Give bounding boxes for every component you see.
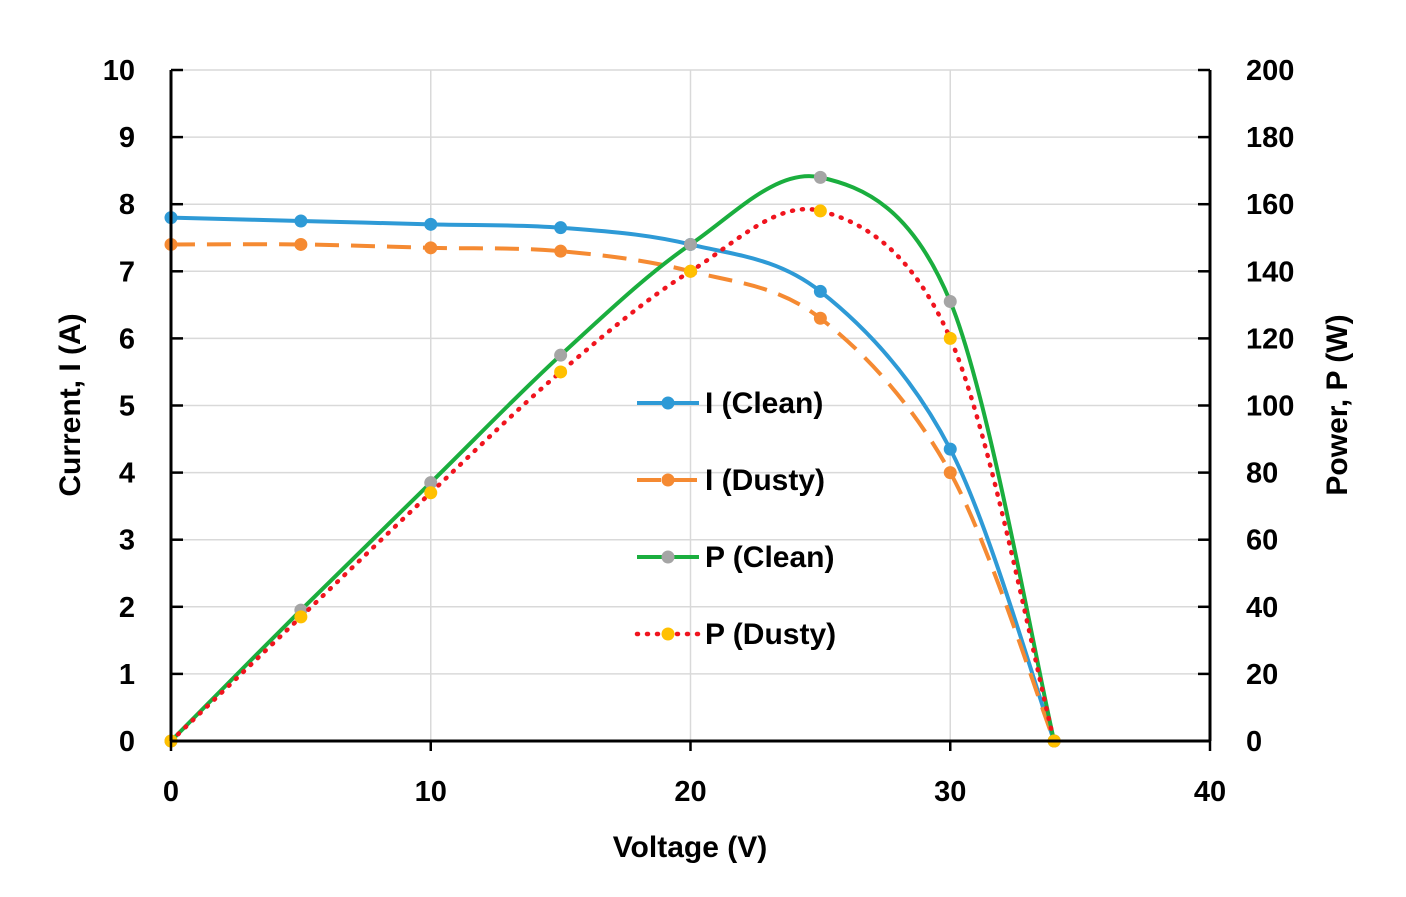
data-point-p-clean [424, 476, 438, 490]
y2-tick-label: 40 [1246, 592, 1278, 624]
tick-labels: 0123456789100204060801001201401601802000… [103, 55, 1295, 808]
legend-item-p-clean: P (Clean) [637, 541, 834, 574]
series-line-p-clean [169, 174, 1057, 743]
data-point-i-clean [424, 217, 438, 231]
data-point-p-clean [943, 294, 957, 308]
y2-axis-title: Power, P (W) [1321, 314, 1354, 495]
data-point-p-dusty [943, 331, 957, 345]
series-i-dusty [164, 237, 1061, 748]
legend-swatch-marker [661, 627, 675, 641]
x-tick-label: 30 [934, 776, 966, 808]
y-tick-label: 2 [119, 592, 135, 624]
data-point-p-clean [554, 348, 568, 362]
y2-tick-label: 60 [1246, 525, 1278, 557]
y-tick-label: 10 [103, 55, 135, 87]
data-point-i-dusty [294, 237, 308, 251]
data-point-p-dusty [294, 610, 308, 624]
y2-tick-label: 160 [1246, 189, 1294, 221]
legend-label: P (Dusty) [705, 618, 836, 651]
x-tick-label: 40 [1194, 776, 1226, 808]
x-tick-label: 10 [415, 776, 447, 808]
data-point-i-clean [294, 214, 308, 228]
data-point-i-clean [813, 284, 827, 298]
legend-item-i-dusty: I (Dusty) [637, 464, 825, 497]
y2-tick-label: 100 [1246, 391, 1294, 423]
legend-label: P (Clean) [705, 541, 834, 574]
y-tick-label: 3 [119, 525, 135, 557]
data-point-i-clean [943, 442, 957, 456]
y-tick-label: 0 [119, 726, 135, 758]
data-point-i-dusty [554, 244, 568, 258]
y2-tick-label: 80 [1246, 458, 1278, 490]
data-point-p-clean [813, 170, 827, 184]
legend-swatch-marker [661, 550, 675, 564]
series-line-i-clean [169, 215, 1057, 743]
axes [169, 68, 1212, 751]
y2-tick-label: 120 [1246, 323, 1294, 355]
legend-item-i-clean: I (Clean) [637, 387, 823, 420]
y-tick-label: 4 [119, 458, 135, 490]
y2-tick-label: 20 [1246, 659, 1278, 691]
data-point-i-dusty [813, 311, 827, 325]
data-point-i-clean [554, 221, 568, 235]
y-tick-label: 5 [119, 391, 135, 423]
data-point-p-dusty [554, 365, 568, 379]
data-point-p-dusty [684, 264, 697, 278]
data-point-i-dusty [943, 466, 957, 480]
y2-tick-label: 200 [1246, 55, 1294, 87]
series-p-dusty [164, 204, 1061, 748]
y-tick-label: 9 [119, 122, 135, 154]
legend-swatch-marker [661, 473, 675, 487]
y2-tick-label: 180 [1246, 122, 1294, 154]
legend-label: I (Clean) [705, 387, 823, 420]
series-line-i-dusty [170, 242, 1057, 742]
series-layer [164, 170, 1061, 748]
legend-label: I (Dusty) [705, 464, 825, 497]
legend: I (Clean) I (Dusty) P (Clean) P (Dusty) [634, 387, 836, 651]
y2-tick-label: 0 [1246, 726, 1262, 758]
legend-item-p-dusty: P (Dusty) [634, 618, 836, 651]
y-axis-title: Current, I (A) [54, 313, 87, 496]
gridlines [171, 69, 1210, 741]
data-point-p-dusty [424, 486, 438, 500]
series-i-clean [164, 211, 1061, 748]
x-tick-label: 0 [163, 776, 179, 808]
data-point-p-clean [684, 237, 697, 251]
y-tick-label: 6 [119, 323, 135, 355]
data-point-i-dusty [424, 241, 438, 255]
y-tick-label: 8 [119, 189, 135, 221]
legend-swatch-marker [661, 396, 675, 410]
y-tick-label: 7 [119, 256, 135, 288]
y2-tick-label: 140 [1246, 256, 1294, 288]
x-tick-label: 20 [674, 776, 706, 808]
x-axis-title: Voltage (V) [613, 831, 767, 864]
y-tick-label: 1 [119, 659, 135, 691]
data-point-p-dusty [813, 204, 827, 218]
series-line-p-dusty [168, 207, 1057, 744]
